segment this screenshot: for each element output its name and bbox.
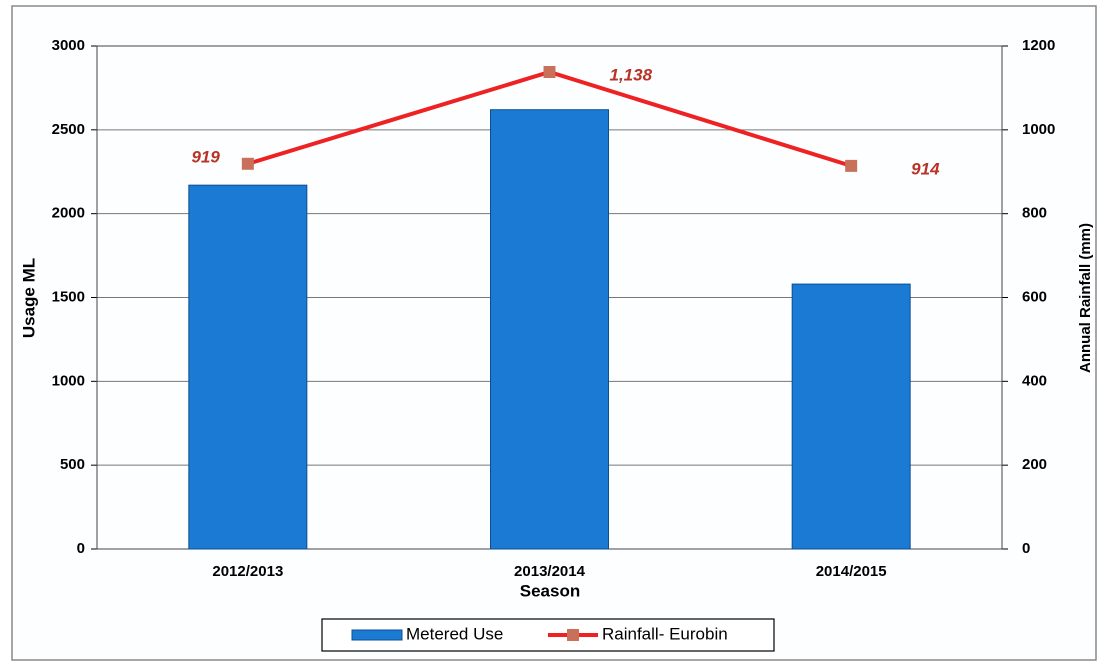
- y-axis-title: Usage ML: [19, 258, 38, 338]
- y-tick-label: 3000: [52, 37, 85, 54]
- y-tick-label: 1500: [52, 288, 85, 305]
- data-label: 914: [911, 159, 940, 178]
- y2-tick-label: 400: [1022, 372, 1047, 389]
- legend-swatch: [567, 629, 579, 641]
- y-tick-label: 2500: [52, 121, 85, 138]
- x-tick-label: 2013/2014: [514, 563, 586, 580]
- y-tick-label: 2000: [52, 205, 85, 222]
- y2-tick-label: 200: [1022, 456, 1047, 473]
- bar: [188, 184, 308, 550]
- y-tick-label: 0: [77, 540, 85, 557]
- legend-swatch: [351, 629, 403, 641]
- bar: [490, 109, 609, 550]
- data-label: 1,138: [610, 65, 653, 84]
- y2-axis-title: Annual Rainfall (mm): [1077, 223, 1094, 373]
- x-tick-label: 2012/2013: [212, 563, 283, 580]
- x-tick-label: 2014/2015: [816, 563, 887, 580]
- x-axis-title: Season: [520, 581, 580, 600]
- bar: [791, 283, 911, 550]
- y2-tick-label: 1000: [1022, 121, 1055, 138]
- y-tick-label: 1000: [52, 372, 85, 389]
- legend-label: Rainfall- Eurobin: [602, 624, 728, 643]
- y2-tick-label: 0: [1022, 540, 1030, 557]
- marker: [543, 65, 556, 78]
- y-tick-label: 500: [60, 456, 85, 473]
- y2-tick-label: 800: [1022, 205, 1047, 222]
- data-label: 919: [191, 147, 220, 166]
- marker: [241, 157, 254, 170]
- y2-tick-label: 1200: [1022, 37, 1055, 54]
- y2-tick-label: 600: [1022, 288, 1047, 305]
- legend-label: Metered Use: [406, 624, 503, 643]
- marker: [845, 159, 858, 172]
